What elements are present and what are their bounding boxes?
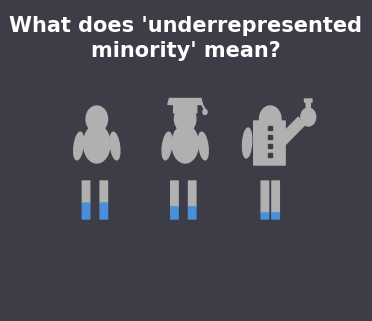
Bar — [268, 144, 272, 148]
FancyBboxPatch shape — [272, 213, 279, 219]
FancyBboxPatch shape — [100, 181, 108, 203]
Ellipse shape — [172, 125, 198, 163]
Text: minority' mean?: minority' mean? — [91, 41, 281, 61]
FancyBboxPatch shape — [254, 121, 285, 165]
Circle shape — [203, 109, 207, 115]
Bar — [268, 126, 272, 130]
Ellipse shape — [84, 125, 110, 163]
Circle shape — [260, 106, 281, 132]
Ellipse shape — [243, 128, 252, 158]
Text: What does 'underrepresented: What does 'underrepresented — [10, 16, 362, 36]
FancyBboxPatch shape — [82, 181, 90, 203]
Bar — [268, 153, 272, 157]
Polygon shape — [279, 117, 304, 145]
FancyBboxPatch shape — [272, 181, 279, 213]
Ellipse shape — [162, 132, 172, 160]
FancyBboxPatch shape — [82, 203, 90, 219]
FancyBboxPatch shape — [305, 99, 312, 102]
Ellipse shape — [74, 132, 84, 160]
FancyBboxPatch shape — [171, 207, 178, 219]
Ellipse shape — [110, 132, 120, 160]
Circle shape — [86, 106, 108, 132]
FancyBboxPatch shape — [261, 181, 269, 213]
FancyBboxPatch shape — [189, 181, 196, 207]
FancyBboxPatch shape — [100, 203, 108, 219]
FancyBboxPatch shape — [174, 104, 197, 113]
FancyBboxPatch shape — [261, 213, 269, 219]
FancyBboxPatch shape — [171, 181, 178, 207]
Circle shape — [301, 108, 316, 126]
FancyBboxPatch shape — [189, 207, 196, 219]
Circle shape — [174, 106, 196, 132]
Ellipse shape — [198, 132, 208, 160]
FancyBboxPatch shape — [306, 101, 310, 115]
Bar — [268, 135, 272, 139]
Polygon shape — [168, 99, 202, 105]
